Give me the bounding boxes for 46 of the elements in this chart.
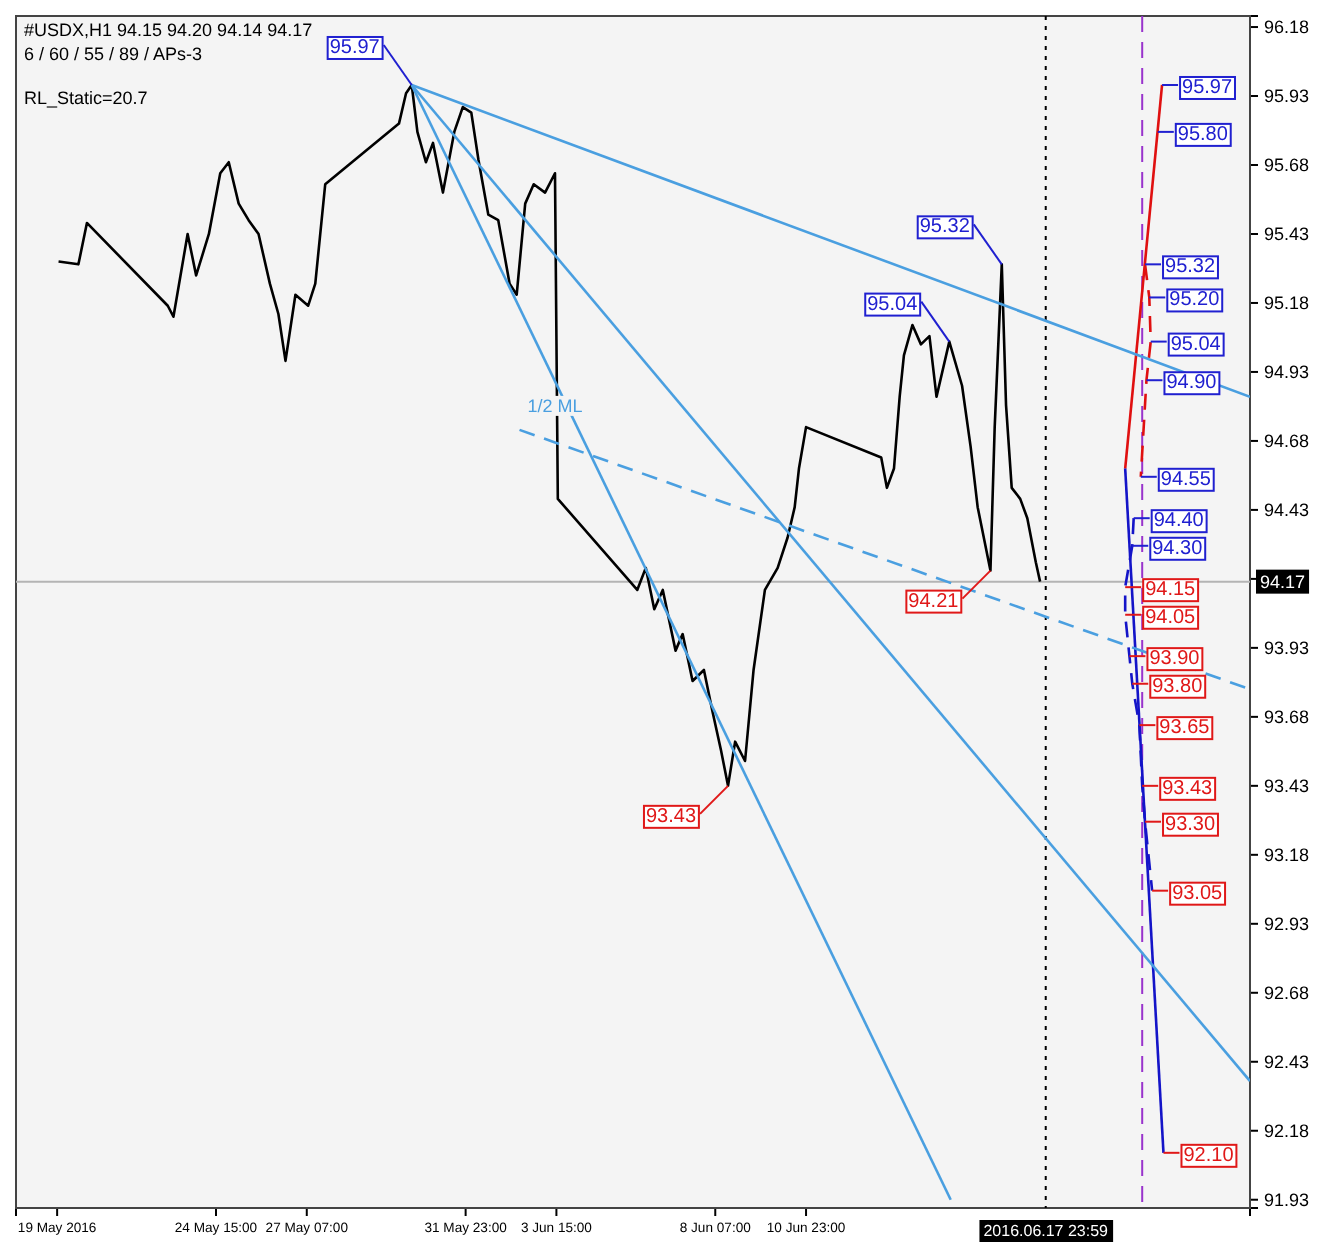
y-tick-label: 93.43 [1264,775,1310,796]
annotation: 92.10 [1183,1144,1235,1167]
annotation: 93.30 [1165,813,1216,836]
ref-line-label: 2016.06.17 23:59 [983,1222,1110,1240]
y-tick-label: 93.93 [1264,637,1310,658]
y-tick-label: 93.68 [1264,706,1310,727]
y-tick-label: 92.93 [1264,913,1310,934]
y-tick-label: 91.93 [1264,1189,1310,1210]
annotation: 93.65 [1159,717,1211,740]
y-tick-label: 94.43 [1264,499,1310,520]
y-tick-label: 93.18 [1264,844,1310,865]
annotation: 95.97 [1182,76,1233,99]
annotation: 93.90 [1149,648,1201,671]
annotation: 93.80 [1152,675,1204,698]
annotation: 93.05 [1172,882,1224,905]
y-tick-label: 94.68 [1264,430,1310,451]
y-tick-label: 95.18 [1264,292,1310,313]
annotation: 95.20 [1169,289,1221,312]
ref-line-label: 94.17 [1260,571,1306,592]
annotation: 95.80 [1177,123,1229,146]
annotation: 95.04 [1170,333,1222,356]
y-tick-label: 95.93 [1264,85,1310,106]
annotation: 94.21 [908,590,960,613]
y-tick-label: 94.93 [1264,361,1310,382]
annotation: 94.05 [1145,606,1197,629]
text: 6 / 60 / 55 / 89 / APs-3 [24,44,203,64]
annotation: 94.90 [1166,372,1218,395]
annotation: 95.32 [1165,256,1216,279]
annotation: 95.32 [919,216,971,239]
annotation: RL_Static=20.7 [24,88,148,108]
y-tick-label: 95.68 [1264,154,1310,175]
y-tick-label: 96.18 [1264,16,1310,37]
chart-title: #USDX,H1 94.15 94.20 94.14 94.17 [24,20,313,40]
annotation: 95.04 [867,293,919,316]
annotation: 94.55 [1160,468,1212,491]
y-tick-label: 92.43 [1264,1051,1310,1072]
annotation: 94.15 [1145,579,1197,602]
annotation: 93.43 [1162,777,1214,800]
y-tick-label: 95.43 [1264,223,1310,244]
y-tick-label: 92.18 [1264,1120,1310,1141]
annotation: 1/2 ML [527,395,583,416]
y-tick-label: 92.68 [1264,982,1310,1003]
annotation: 94.40 [1153,510,1205,533]
annotation: 95.97 [329,36,381,59]
annotation: 94.30 [1152,537,1204,560]
annotation: 93.43 [645,805,697,828]
